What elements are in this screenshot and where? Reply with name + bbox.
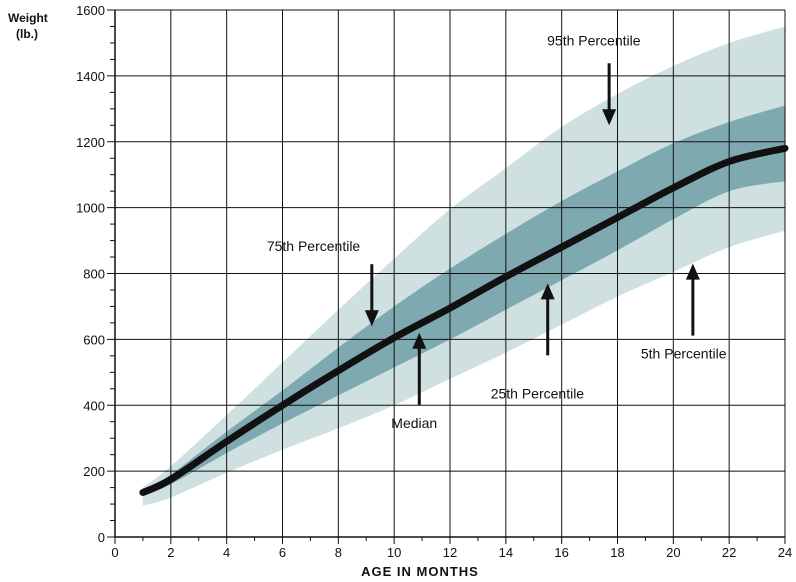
annotation-95th-percentile: 95th Percentile (547, 32, 641, 126)
y-axis-label-line1: Weight (8, 11, 48, 25)
annotation-label: Median (391, 415, 437, 431)
percentile-annotations: 95th Percentile 75th Percentile Median 25th… (267, 32, 727, 431)
x-tick-label: 0 (111, 545, 118, 560)
x-tick-label: 6 (279, 545, 286, 560)
arrow-head-icon (602, 109, 617, 126)
x-tick-label: 8 (335, 545, 342, 560)
x-tick-label: 24 (778, 545, 792, 560)
x-axis-label: AGE IN MONTHS (361, 564, 479, 579)
x-tick-label: 22 (722, 545, 736, 560)
x-tick-label: 20 (666, 545, 680, 560)
annotation-5th-percentile: 5th Percentile (641, 263, 727, 362)
x-tick-label: 10 (387, 545, 401, 560)
y-tick-label: 600 (83, 332, 105, 347)
chart-grid (107, 9, 786, 544)
y-tick-label: 1000 (76, 201, 105, 216)
x-tick-label: 2 (167, 545, 174, 560)
arrow-head-icon (685, 263, 700, 280)
annotation-median: Median (391, 332, 437, 431)
annotation-label: 95th Percentile (547, 32, 641, 48)
annotation-label: 25th Percentile (491, 385, 585, 401)
annotation-75th-percentile: 75th Percentile (267, 238, 379, 327)
x-tick-label: 4 (223, 545, 230, 560)
x-tick-label: 18 (610, 545, 624, 560)
y-tick-label: 1600 (76, 3, 105, 18)
y-tick-label: 800 (83, 267, 105, 282)
median-line (139, 144, 789, 496)
x-tick-label: 14 (499, 545, 513, 560)
y-axis-label-line2: (lb.) (16, 27, 38, 41)
arrow-head-icon (364, 310, 379, 327)
y-tick-label: 400 (83, 398, 105, 413)
y-tick-label: 1200 (76, 135, 105, 150)
median-line-group (139, 144, 789, 496)
x-tick-label: 16 (554, 545, 568, 560)
y-tick-label: 0 (98, 530, 105, 545)
annotation-label: 5th Percentile (641, 346, 727, 362)
arrow-head-icon (412, 332, 427, 349)
y-tick-label: 1400 (76, 69, 105, 84)
y-tick-label: 200 (83, 464, 105, 479)
axis-ticks: 0 2 4 6 8 10 12 14 16 18 20 22 240200400600800100012… (76, 3, 792, 560)
annotation-label: 75th Percentile (267, 238, 361, 254)
x-tick-label: 12 (443, 545, 457, 560)
annotation-25th-percentile: 25th Percentile (491, 283, 585, 401)
arrow-head-icon (540, 283, 555, 300)
